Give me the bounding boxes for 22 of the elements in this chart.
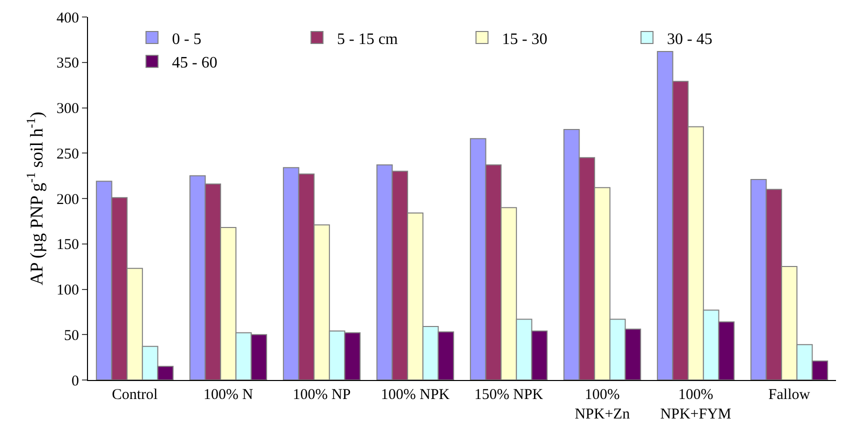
- x-tick-label: 150% NPK: [474, 387, 544, 403]
- x-tick-label: 100% NPK: [380, 387, 450, 403]
- y-tick-label: 150: [56, 237, 79, 254]
- y-tick-label: 400: [56, 10, 79, 26]
- y-tick-label: 0: [72, 373, 79, 390]
- legend-label: 0 - 5: [172, 30, 202, 48]
- y-tick-label: 350: [56, 56, 79, 72]
- legend-label: 30 - 45: [667, 30, 712, 48]
- y-tick-label: 300: [56, 101, 79, 117]
- x-tick-label: Control: [112, 387, 158, 403]
- legend-label: 5 - 15 cm: [337, 30, 398, 48]
- x-tick-label: 100% NPK+Zn: [574, 387, 630, 422]
- y-tick-label: 100: [56, 282, 79, 298]
- x-tick-label: 100% NP: [292, 387, 351, 403]
- x-tick-label: Fallow: [768, 387, 810, 403]
- legend-label: 15 - 30: [502, 30, 548, 48]
- y-tick-label: 250: [56, 146, 79, 162]
- x-tick-label: 100% NPK+FYM: [660, 387, 732, 422]
- legend-label: 45 - 60: [172, 54, 218, 72]
- x-tick-label: 100% N: [203, 387, 254, 403]
- y-tick-label: 200: [56, 192, 79, 208]
- y-tick-label: 50: [64, 328, 79, 344]
